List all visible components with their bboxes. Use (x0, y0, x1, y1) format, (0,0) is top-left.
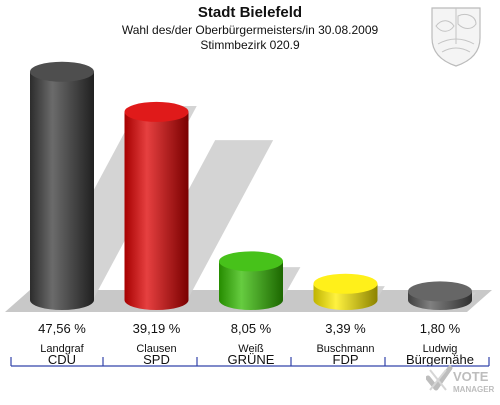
bar-top-1 (124, 101, 189, 122)
bar-top-2 (219, 251, 283, 272)
category-label-1: SPD (143, 352, 170, 367)
value-label-1: 39,19 % (133, 321, 181, 336)
category-label-0: CDU (48, 352, 76, 367)
category-label-3: FDP (333, 352, 359, 367)
coat-of-arms-icon (431, 7, 481, 67)
bar-2 (219, 251, 283, 310)
category-label-2: GRÜNE (228, 352, 275, 367)
bar-body-0 (30, 71, 94, 310)
bar-1 (124, 101, 189, 310)
vote-manager-logo: VOTE MANAGER (426, 365, 495, 394)
bar-top-3 (313, 273, 378, 294)
bar-3 (313, 273, 378, 310)
logo-text-vote: VOTE (453, 369, 489, 384)
bar-body-1 (124, 111, 189, 310)
candidate-label-1: Clausen (136, 343, 176, 355)
category-label-4: Bürgernähe (406, 352, 474, 367)
bar-top-4 (408, 281, 472, 302)
candidate-label-3: Buschmann (316, 343, 374, 355)
page-title: Stadt Bielefeld (197, 4, 303, 21)
bar-body-2 (219, 261, 283, 310)
candidate-label-2: Weiß (238, 343, 264, 355)
chart-subtitle: Wahl des/der Oberbürgermeisters/in 30.08… (121, 23, 379, 37)
candidate-label-4: Ludwig (423, 343, 458, 355)
district-label: Stimmbezirk 020.9 (200, 38, 300, 52)
bar-4 (408, 281, 472, 310)
bar-0 (30, 61, 94, 310)
logo-text-manager: MANAGER (453, 385, 495, 394)
candidate-label-0: Landgraf (40, 343, 84, 355)
checkmark-icon (426, 365, 453, 391)
value-label-3: 3,39 % (325, 321, 366, 336)
value-label-0: 47,56 % (38, 321, 86, 336)
value-label-2: 8,05 % (231, 321, 272, 336)
value-label-4: 1,80 % (420, 321, 461, 336)
bar-top-0 (30, 61, 94, 82)
